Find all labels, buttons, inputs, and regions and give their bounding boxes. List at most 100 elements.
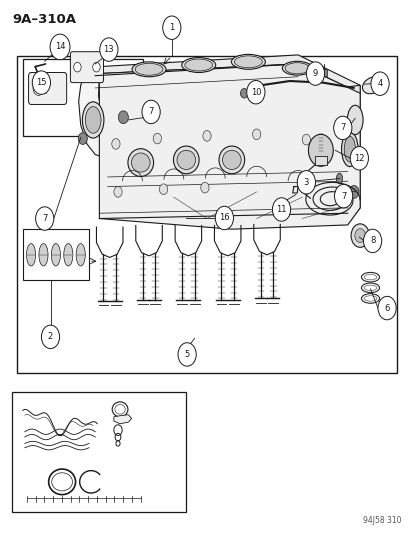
Ellipse shape xyxy=(361,294,379,303)
Polygon shape xyxy=(114,415,131,424)
Bar xyxy=(314,156,326,165)
Circle shape xyxy=(93,62,100,72)
Circle shape xyxy=(370,72,388,95)
Circle shape xyxy=(36,207,54,230)
Circle shape xyxy=(200,182,209,193)
Circle shape xyxy=(114,187,122,197)
Text: 9: 9 xyxy=(312,69,317,78)
Text: 11: 11 xyxy=(275,205,286,214)
Polygon shape xyxy=(339,85,359,225)
Text: 16: 16 xyxy=(218,214,229,222)
FancyBboxPatch shape xyxy=(28,72,66,104)
Ellipse shape xyxy=(234,56,262,68)
Ellipse shape xyxy=(76,244,85,266)
Ellipse shape xyxy=(363,274,376,280)
Circle shape xyxy=(32,71,50,94)
Text: 1: 1 xyxy=(169,23,174,32)
Text: 7: 7 xyxy=(42,214,47,223)
Ellipse shape xyxy=(173,146,199,174)
Circle shape xyxy=(377,296,395,320)
Circle shape xyxy=(118,111,128,124)
Text: 7: 7 xyxy=(340,192,345,200)
Circle shape xyxy=(240,88,247,98)
Text: 4: 4 xyxy=(377,79,382,88)
Circle shape xyxy=(78,133,87,144)
Circle shape xyxy=(246,80,264,104)
Ellipse shape xyxy=(284,63,309,74)
Bar xyxy=(23,229,89,280)
Circle shape xyxy=(333,116,351,140)
Ellipse shape xyxy=(361,272,379,282)
Text: 94J58 310: 94J58 310 xyxy=(362,516,401,525)
Ellipse shape xyxy=(26,244,36,266)
Circle shape xyxy=(178,343,196,366)
Ellipse shape xyxy=(282,61,311,75)
Text: 14: 14 xyxy=(55,43,65,51)
Ellipse shape xyxy=(347,106,362,135)
Circle shape xyxy=(348,185,358,198)
Bar xyxy=(12,392,186,512)
Text: 10: 10 xyxy=(250,88,261,96)
Circle shape xyxy=(297,171,315,194)
Text: 2: 2 xyxy=(48,333,53,341)
Text: 12: 12 xyxy=(353,154,364,163)
Circle shape xyxy=(308,134,332,166)
Ellipse shape xyxy=(82,102,104,138)
Text: 5: 5 xyxy=(184,350,189,359)
Circle shape xyxy=(50,34,70,60)
Ellipse shape xyxy=(184,59,212,71)
Ellipse shape xyxy=(218,146,244,174)
Circle shape xyxy=(306,62,324,85)
Ellipse shape xyxy=(64,244,73,266)
Circle shape xyxy=(252,129,260,140)
Ellipse shape xyxy=(362,77,382,94)
Bar xyxy=(23,59,142,136)
Ellipse shape xyxy=(128,149,153,176)
Ellipse shape xyxy=(85,107,101,133)
Text: 7: 7 xyxy=(339,124,344,132)
FancyBboxPatch shape xyxy=(70,52,103,83)
Circle shape xyxy=(159,184,167,195)
Ellipse shape xyxy=(363,296,376,301)
Ellipse shape xyxy=(51,244,60,266)
Circle shape xyxy=(153,133,161,144)
Ellipse shape xyxy=(181,58,215,72)
Ellipse shape xyxy=(335,173,342,184)
Circle shape xyxy=(33,82,44,95)
Circle shape xyxy=(162,16,180,39)
Text: 15: 15 xyxy=(36,78,47,87)
Ellipse shape xyxy=(177,150,195,169)
Ellipse shape xyxy=(361,283,379,293)
Polygon shape xyxy=(78,72,107,157)
Ellipse shape xyxy=(39,244,48,266)
Circle shape xyxy=(142,100,160,124)
Circle shape xyxy=(41,325,59,349)
Circle shape xyxy=(100,38,118,61)
Circle shape xyxy=(74,62,81,72)
Ellipse shape xyxy=(135,63,163,75)
Circle shape xyxy=(272,198,290,221)
Circle shape xyxy=(215,206,233,230)
Circle shape xyxy=(350,224,368,247)
Bar xyxy=(320,69,327,76)
Ellipse shape xyxy=(222,150,241,169)
Circle shape xyxy=(354,229,365,243)
Ellipse shape xyxy=(341,132,357,166)
Circle shape xyxy=(349,147,368,170)
Ellipse shape xyxy=(131,153,150,172)
Ellipse shape xyxy=(343,136,354,162)
Ellipse shape xyxy=(231,54,265,69)
Text: 6: 6 xyxy=(384,304,389,312)
Polygon shape xyxy=(99,64,359,229)
Circle shape xyxy=(112,139,120,149)
Text: 9A–310A: 9A–310A xyxy=(12,13,76,26)
Circle shape xyxy=(301,134,310,145)
Polygon shape xyxy=(99,55,359,93)
Circle shape xyxy=(363,229,381,253)
Text: 7: 7 xyxy=(148,108,153,116)
Ellipse shape xyxy=(363,285,376,290)
Text: 8: 8 xyxy=(369,237,374,245)
Circle shape xyxy=(202,131,211,141)
Text: 13: 13 xyxy=(103,45,114,54)
Text: 3: 3 xyxy=(303,178,308,187)
